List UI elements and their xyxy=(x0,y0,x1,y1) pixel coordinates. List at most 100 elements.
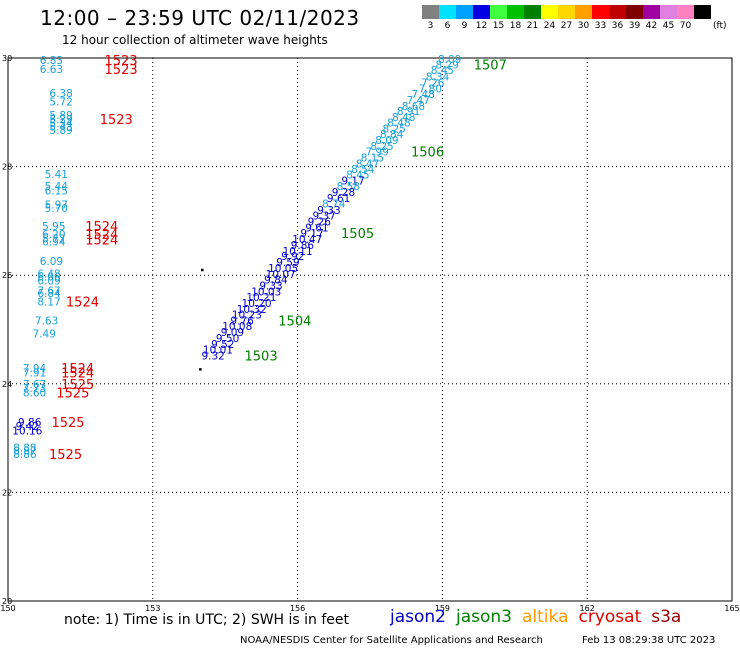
wave-height-value: 9.61 xyxy=(327,193,350,205)
wave-height-value: 8.29 xyxy=(436,60,459,72)
map-title: 12:00 – 23:59 UTC 02/11/2023 xyxy=(40,6,360,30)
color-scale-label: 45 xyxy=(662,21,675,31)
color-swatch xyxy=(456,5,473,19)
orbit-number-label: 1525 xyxy=(61,378,94,393)
wave-height-value: 6.84 xyxy=(37,288,61,300)
credit-line: NOAA/NESDIS Center for Satellite Applica… xyxy=(240,635,543,646)
orbit-number-label: 1503 xyxy=(245,350,278,365)
lon-tick-label: 150 xyxy=(0,604,15,613)
color-scale-label: 27 xyxy=(560,21,573,31)
lon-tick-label: 159 xyxy=(435,604,450,613)
wave-height-value: 9.26 xyxy=(308,216,332,228)
footer-note: note: 1) Time is in UTC; 2) SWH is in fe… xyxy=(64,612,350,628)
wave-height-value: 5.72 xyxy=(49,96,72,108)
color-swatch xyxy=(558,5,575,19)
wave-height-value: 10.03 xyxy=(251,286,281,298)
color-scale-label: 15 xyxy=(492,21,505,31)
wave-height-value: 7.67 xyxy=(23,379,46,391)
color-scale-label: 42 xyxy=(645,21,658,31)
color-swatch xyxy=(473,5,490,19)
color-scale-label: 30 xyxy=(577,21,590,31)
wave-height-value: 5.29 xyxy=(49,114,72,126)
wave-height-value: 10.16 xyxy=(12,425,42,437)
wave-height-value: 7.91 xyxy=(23,367,46,379)
wave-height-value: 7.80 xyxy=(419,83,442,95)
wave-height-value: 8.68 xyxy=(402,101,425,113)
color-swatch xyxy=(507,5,524,19)
wave-height-value: 10.20 xyxy=(242,298,272,310)
color-scale-label: 39 xyxy=(628,21,641,31)
lon-tick-label: 156 xyxy=(290,604,305,613)
wave-height-value: 6.63 xyxy=(40,64,63,76)
wave-height-value: 9.92 xyxy=(281,251,304,263)
generation-timestamp: Feb 13 08:29:38 UTC 2023 xyxy=(582,635,716,646)
satellite-legend: jason2 jason3 altika cryosat s3a xyxy=(390,607,691,627)
color-scale-label: 9 xyxy=(461,21,468,31)
lon-tick-label: 165 xyxy=(724,604,739,613)
wave-height-value: 10.11 xyxy=(283,246,313,258)
wave-height-value: 7.73 xyxy=(23,383,46,395)
wave-height-value: 8.25 xyxy=(370,141,393,153)
color-scale-unit: (ft) xyxy=(713,21,727,31)
wave-height-value: 5.89 xyxy=(49,110,72,122)
orbit-number-label: 1524 xyxy=(85,228,118,243)
wave-height-value: 7.99 xyxy=(366,146,389,158)
color-swatch xyxy=(575,5,592,19)
lat-tick-label: 30 xyxy=(2,54,12,63)
wave-height-value: 7.26 xyxy=(421,77,445,89)
orbit-number-label: 1507 xyxy=(474,59,507,74)
wave-height-value: 8.48 xyxy=(387,118,410,130)
wave-height-value: 10.21 xyxy=(246,292,276,304)
wave-height-value: 9.32 xyxy=(201,351,224,363)
wave-height-value: 7.48 xyxy=(411,89,434,101)
wave-height-value: 10.08 xyxy=(222,321,252,333)
wave-height-value: 5.44 xyxy=(45,181,69,193)
color-swatch xyxy=(643,5,660,19)
wave-height-value: 8.86 xyxy=(13,449,37,461)
wave-height-value: 6.15 xyxy=(45,185,68,197)
color-swatch xyxy=(609,5,626,19)
orbit-number-label: 1524 xyxy=(61,362,94,377)
orbit-number-label: 1524 xyxy=(85,220,118,235)
color-swatch xyxy=(422,5,439,19)
wave-height-value: 8.88 xyxy=(13,442,36,454)
wave-height-value: 6.20 xyxy=(42,229,65,241)
wave-height-value: 6.38 xyxy=(49,88,72,100)
wave-height-value: 8.15 xyxy=(361,152,384,164)
color-scale-swatches xyxy=(422,5,727,19)
orbit-number-label: 1523 xyxy=(105,54,138,69)
wave-height-value: 10.32 xyxy=(237,304,267,316)
wave-height-value: 7.94 xyxy=(23,363,47,375)
color-swatch xyxy=(677,5,694,19)
wave-height-value: 5.89 xyxy=(49,125,72,137)
wave-height-value: 10.23 xyxy=(232,309,262,321)
wave-height-value: 8.45 xyxy=(346,170,369,182)
color-swatch xyxy=(541,5,558,19)
wave-height-value: 9.33 xyxy=(317,205,340,217)
wave-height-value: 10.01 xyxy=(203,345,233,357)
wave-height-value: 8.84 xyxy=(380,129,404,141)
lon-tick-label: 162 xyxy=(580,604,595,613)
wave-height-value: 8.74 xyxy=(322,199,346,211)
color-scale-label: 3 xyxy=(427,21,434,31)
wave-height-value: 10.47 xyxy=(292,234,322,246)
orbit-number-label: 1523 xyxy=(105,63,138,78)
wave-height-value: 6.09 xyxy=(37,276,60,288)
wave-height-value: 9.84 xyxy=(264,275,288,287)
wave-height-value: 5.77 xyxy=(42,233,65,245)
orbit-number-label: 1525 xyxy=(49,448,82,463)
wave-height-value: 6.83 xyxy=(40,55,63,67)
color-swatch xyxy=(592,5,609,19)
lat-tick-label: 20 xyxy=(2,597,12,606)
wave-height-value: 8.87 xyxy=(13,446,36,458)
wave-height-value: 8.17 xyxy=(37,296,60,308)
wave-height-value: 9.52 xyxy=(211,339,234,351)
lat-tick-label: 24 xyxy=(2,380,12,389)
wave-height-value: 9.86 xyxy=(18,417,42,429)
wave-height-value: 8.91 xyxy=(397,106,420,118)
wave-height-value: 7.47 xyxy=(407,95,430,107)
map-frame xyxy=(7,57,733,602)
wave-height-value: 9.76 xyxy=(230,315,254,327)
color-swatch xyxy=(660,5,677,19)
